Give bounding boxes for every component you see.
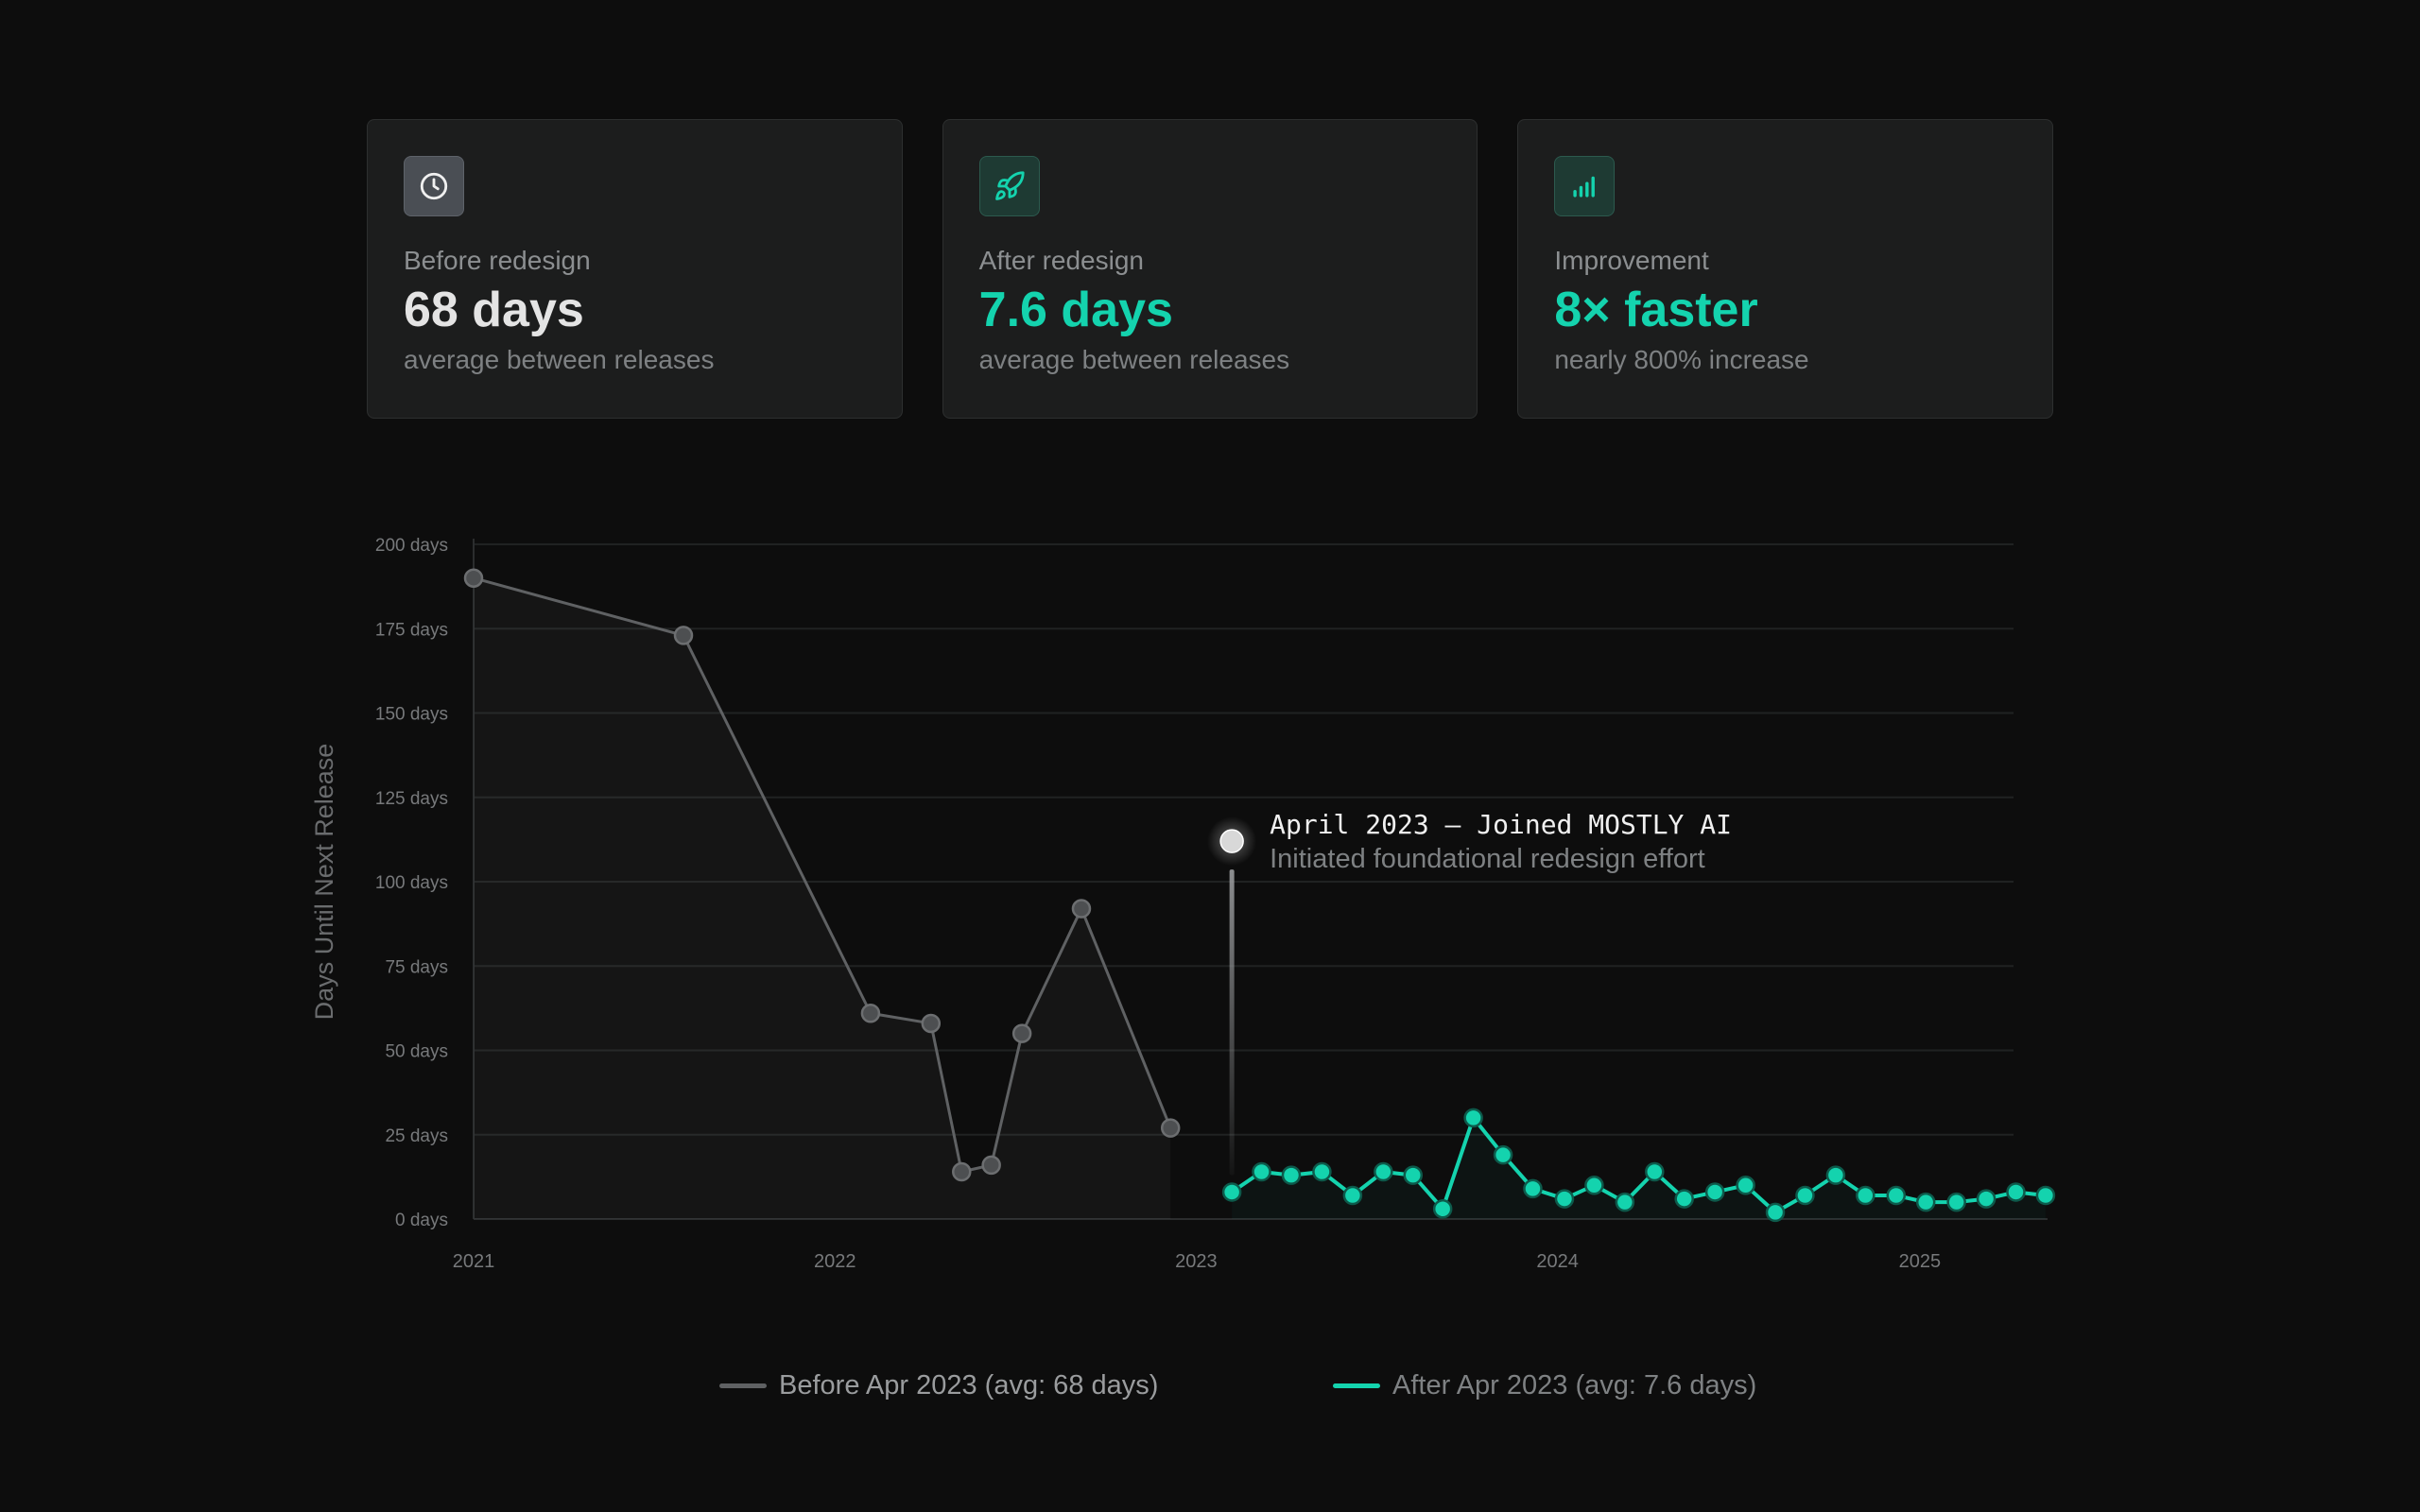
- data-point-after: [1856, 1185, 1876, 1206]
- data-point-after: [1554, 1189, 1575, 1209]
- stat-value: 68 days: [404, 282, 584, 337]
- annotation-title: April 2023 — Joined MOSTLY AI: [1270, 809, 1732, 840]
- series-line: [1231, 1115, 2047, 1214]
- rocket-icon: [978, 156, 1040, 216]
- data-point-after: [1976, 1189, 1996, 1209]
- stat-label: Before redesign: [404, 246, 591, 275]
- data-point-before: [981, 1155, 1001, 1176]
- data-point-after: [1493, 1144, 1513, 1165]
- data-point-after: [1795, 1185, 1815, 1206]
- y-tick-label: 200 days: [375, 536, 448, 556]
- annotation-stem: [1229, 869, 1235, 1176]
- data-point-after: [1946, 1192, 1966, 1212]
- stat-card-improvement: Improvement 8× faster nearly 800% increa…: [1517, 119, 2054, 419]
- x-tick-label: 2024: [1536, 1251, 1579, 1272]
- data-point-after: [1342, 1185, 1363, 1206]
- x-tick-label: 2021: [453, 1251, 495, 1272]
- stat-caption: average between releases: [404, 345, 715, 375]
- data-point-before: [952, 1161, 972, 1182]
- stat-label: Improvement: [1554, 246, 1709, 275]
- y-tick-label: 150 days: [375, 705, 448, 725]
- data-point-before: [1011, 1023, 1032, 1043]
- data-point-after: [1374, 1161, 1393, 1182]
- y-tick-label: 0 days: [395, 1211, 448, 1230]
- stat-card-before: Before redesign 68 days average between …: [367, 119, 903, 419]
- data-point-after: [2035, 1185, 2056, 1206]
- x-tick-label: 2022: [814, 1251, 856, 1272]
- legend-swatch-before: [719, 1383, 767, 1388]
- data-point-after: [1432, 1199, 1453, 1219]
- data-point-after: [1584, 1176, 1604, 1195]
- y-tick-label: 175 days: [375, 620, 448, 640]
- data-point-after: [1281, 1165, 1302, 1185]
- stat-value: 7.6 days: [978, 282, 1173, 337]
- data-point-after: [1886, 1185, 1907, 1206]
- clock-icon: [404, 156, 464, 216]
- y-tick-label: 100 days: [375, 873, 448, 893]
- data-point-after: [1221, 1182, 1242, 1202]
- legend-swatch-after: [1333, 1383, 1380, 1388]
- data-point-after: [1674, 1189, 1694, 1209]
- y-tick-label: 25 days: [385, 1126, 448, 1146]
- y-tick-label: 75 days: [385, 957, 448, 977]
- y-axis-label: Days Until Next Release: [310, 744, 338, 1021]
- series-area: [474, 578, 1170, 1219]
- legend-item-after: After Apr 2023 (avg: 7.6 days): [1333, 1366, 1756, 1404]
- data-point-before: [673, 626, 694, 645]
- data-point-after: [1645, 1161, 1665, 1182]
- release-interval-chart: 0 days 25 days 50 days 75 days 100 days 125 d…: [310, 536, 2056, 1272]
- stat-caption: nearly 800% increase: [1554, 345, 1809, 375]
- x-tick-label: 2025: [1899, 1251, 1942, 1272]
- y-tick-label: 50 days: [385, 1042, 448, 1062]
- signal-bars-icon: [1554, 156, 1616, 216]
- data-point-after: [1915, 1192, 1936, 1212]
- data-point-after: [2006, 1182, 2026, 1202]
- data-point-before: [463, 568, 484, 588]
- stat-caption: average between releases: [978, 345, 1290, 375]
- x-tick-label: 2023: [1175, 1251, 1218, 1272]
- stat-cards: Before redesign 68 days average between …: [367, 119, 2054, 419]
- chart-legend: Before Apr 2023 (avg: 68 days) After Apr…: [0, 1366, 2420, 1404]
- data-point-after: [1252, 1161, 1271, 1182]
- data-point-after: [1704, 1182, 1725, 1202]
- stat-label: After redesign: [978, 246, 1144, 275]
- data-point-after: [1765, 1202, 1786, 1223]
- data-point-before: [1160, 1118, 1181, 1138]
- annotation-subtitle: Initiated foundational redesign effort: [1270, 844, 1705, 874]
- stat-card-after: After redesign 7.6 days average between …: [942, 119, 1478, 419]
- y-tick-label: 125 days: [375, 789, 448, 809]
- data-point-after: [1615, 1192, 1635, 1212]
- annotation-marker: [1219, 829, 1244, 853]
- stat-value: 8× faster: [1554, 282, 1758, 337]
- data-point-after: [1403, 1165, 1424, 1185]
- data-point-before: [860, 1003, 881, 1023]
- legend-label: After Apr 2023 (avg: 7.6 days): [1392, 1369, 1757, 1400]
- data-point-after: [1312, 1161, 1332, 1182]
- series-area: [1232, 1117, 2046, 1219]
- legend-label: Before Apr 2023 (avg: 68 days): [779, 1369, 1159, 1400]
- data-point-after: [1523, 1178, 1543, 1199]
- data-point-before: [921, 1013, 942, 1034]
- data-point-after: [1463, 1108, 1483, 1128]
- legend-item-before: Before Apr 2023 (avg: 68 days): [719, 1366, 1158, 1404]
- data-point-after: [1825, 1165, 1846, 1185]
- data-point-after: [1736, 1176, 1755, 1195]
- data-point-before: [1071, 899, 1092, 919]
